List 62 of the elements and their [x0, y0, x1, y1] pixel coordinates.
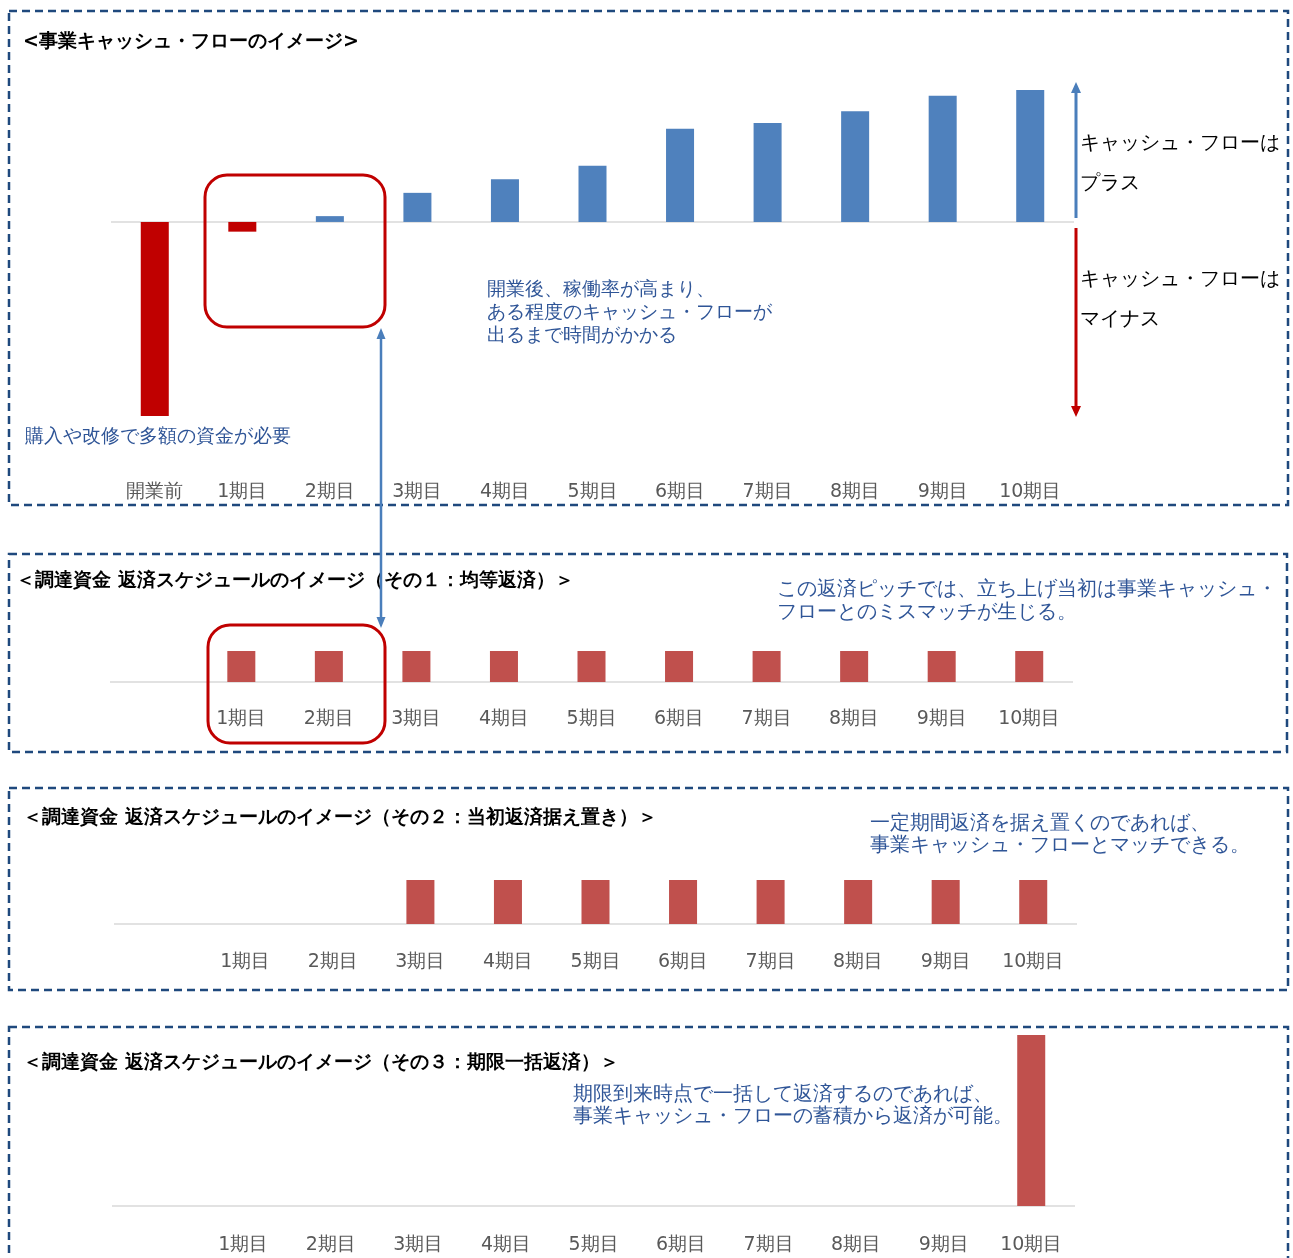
bar [315, 216, 344, 222]
x-tick-label: 4期目 [479, 479, 530, 502]
x-tick-label: 8期目 [831, 1232, 882, 1255]
x-tick-label: 3期目 [395, 949, 446, 972]
x-tick-label: 6期目 [655, 479, 706, 502]
x-tick-label: 10期目 [999, 479, 1062, 502]
x-tick-label: 2期目 [303, 706, 354, 729]
x-tick-label: 9期目 [920, 949, 971, 972]
x-tick-label: 1期目 [217, 479, 268, 502]
x-tick-label: 8期目 [833, 949, 884, 972]
x-tick-label: 開業前 [126, 479, 184, 502]
annotation: 開業後、稼働率が高まり、ある程度のキャッシュ・フローが出るまで時間がかかる [487, 276, 772, 346]
bar [928, 95, 957, 222]
bar [490, 179, 519, 222]
x-tick-label: 2期目 [305, 1232, 356, 1255]
chart-title: ＜調達資金 返済スケジュールのイメージ（その２：当初返済据え置き）＞ [23, 804, 657, 828]
x-tick-label: 3期目 [393, 1232, 444, 1255]
x-tick-label: 9期目 [916, 706, 967, 729]
x-tick-label: 5期目 [567, 479, 618, 502]
x-tick-label: 5期目 [568, 1232, 619, 1255]
x-tick-label: 10期目 [1000, 1232, 1063, 1255]
bar [666, 128, 695, 222]
text: 購入や改修で多額の資金が必要 [25, 423, 291, 447]
x-tick-label: 2期目 [304, 479, 355, 502]
text: キャッシュ・フローはマイナス [1080, 266, 1280, 332]
x-tick-label: 1期目 [216, 706, 267, 729]
x-tick-label: 4期目 [482, 949, 533, 972]
bar [578, 165, 607, 222]
bar [841, 111, 870, 222]
text: この返済ピッチでは、立ち上げ当初は事業キャッシュ・フローとのミスマッチが生じる。 [777, 576, 1277, 623]
x-tick-label: 1期目 [218, 1232, 269, 1255]
bar [1016, 90, 1045, 222]
x-tick-label: 5期目 [566, 706, 617, 729]
x-tick-label: 3期目 [392, 479, 443, 502]
annotation: 期限到来時点で一括して返済するのであれば、事業キャッシュ・フローの蓄積から返済が可能。 [573, 1082, 1013, 1127]
x-tick-label: 7期目 [742, 479, 793, 502]
x-tick-label: 3期目 [391, 706, 442, 729]
x-tick-label: 4期目 [480, 1232, 531, 1255]
x-tick-label: 6期目 [654, 706, 705, 729]
x-tick-label: 6期目 [656, 1232, 707, 1255]
x-tick-label: 9期目 [917, 479, 968, 502]
bar [228, 221, 257, 232]
x-tick-label: 7期目 [745, 949, 796, 972]
x-tick-label: 2期目 [307, 949, 358, 972]
x-tick-label: 10期目 [998, 706, 1061, 729]
x-tick-label: 8期目 [829, 706, 880, 729]
x-tick-label: 4期目 [478, 706, 529, 729]
x-tick-label: 6期目 [658, 949, 709, 972]
x-tick-label: 1期目 [220, 949, 271, 972]
chart-title: <事業キャッシュ・フローのイメージ> [23, 28, 359, 52]
text: 一定期間返済を据え置くのであれば、事業キャッシュ・フローとマッチできる。 [870, 810, 1250, 857]
text: ＜調達資金 返済スケジュールのイメージ（その３：期限一括返済）＞ [23, 1049, 619, 1073]
bar [140, 221, 169, 416]
x-tick-label: 7期目 [743, 1232, 794, 1255]
x-tick-label: 5期目 [570, 949, 621, 972]
text: キャッシュ・フローはプラス [1080, 130, 1280, 196]
x-tick-label: 10期目 [1002, 949, 1065, 972]
bar [753, 122, 782, 222]
x-tick-label: 9期目 [918, 1232, 969, 1255]
x-tick-label: 7期目 [741, 706, 792, 729]
x-tick-label: 8期目 [830, 479, 881, 502]
bar [403, 192, 432, 222]
